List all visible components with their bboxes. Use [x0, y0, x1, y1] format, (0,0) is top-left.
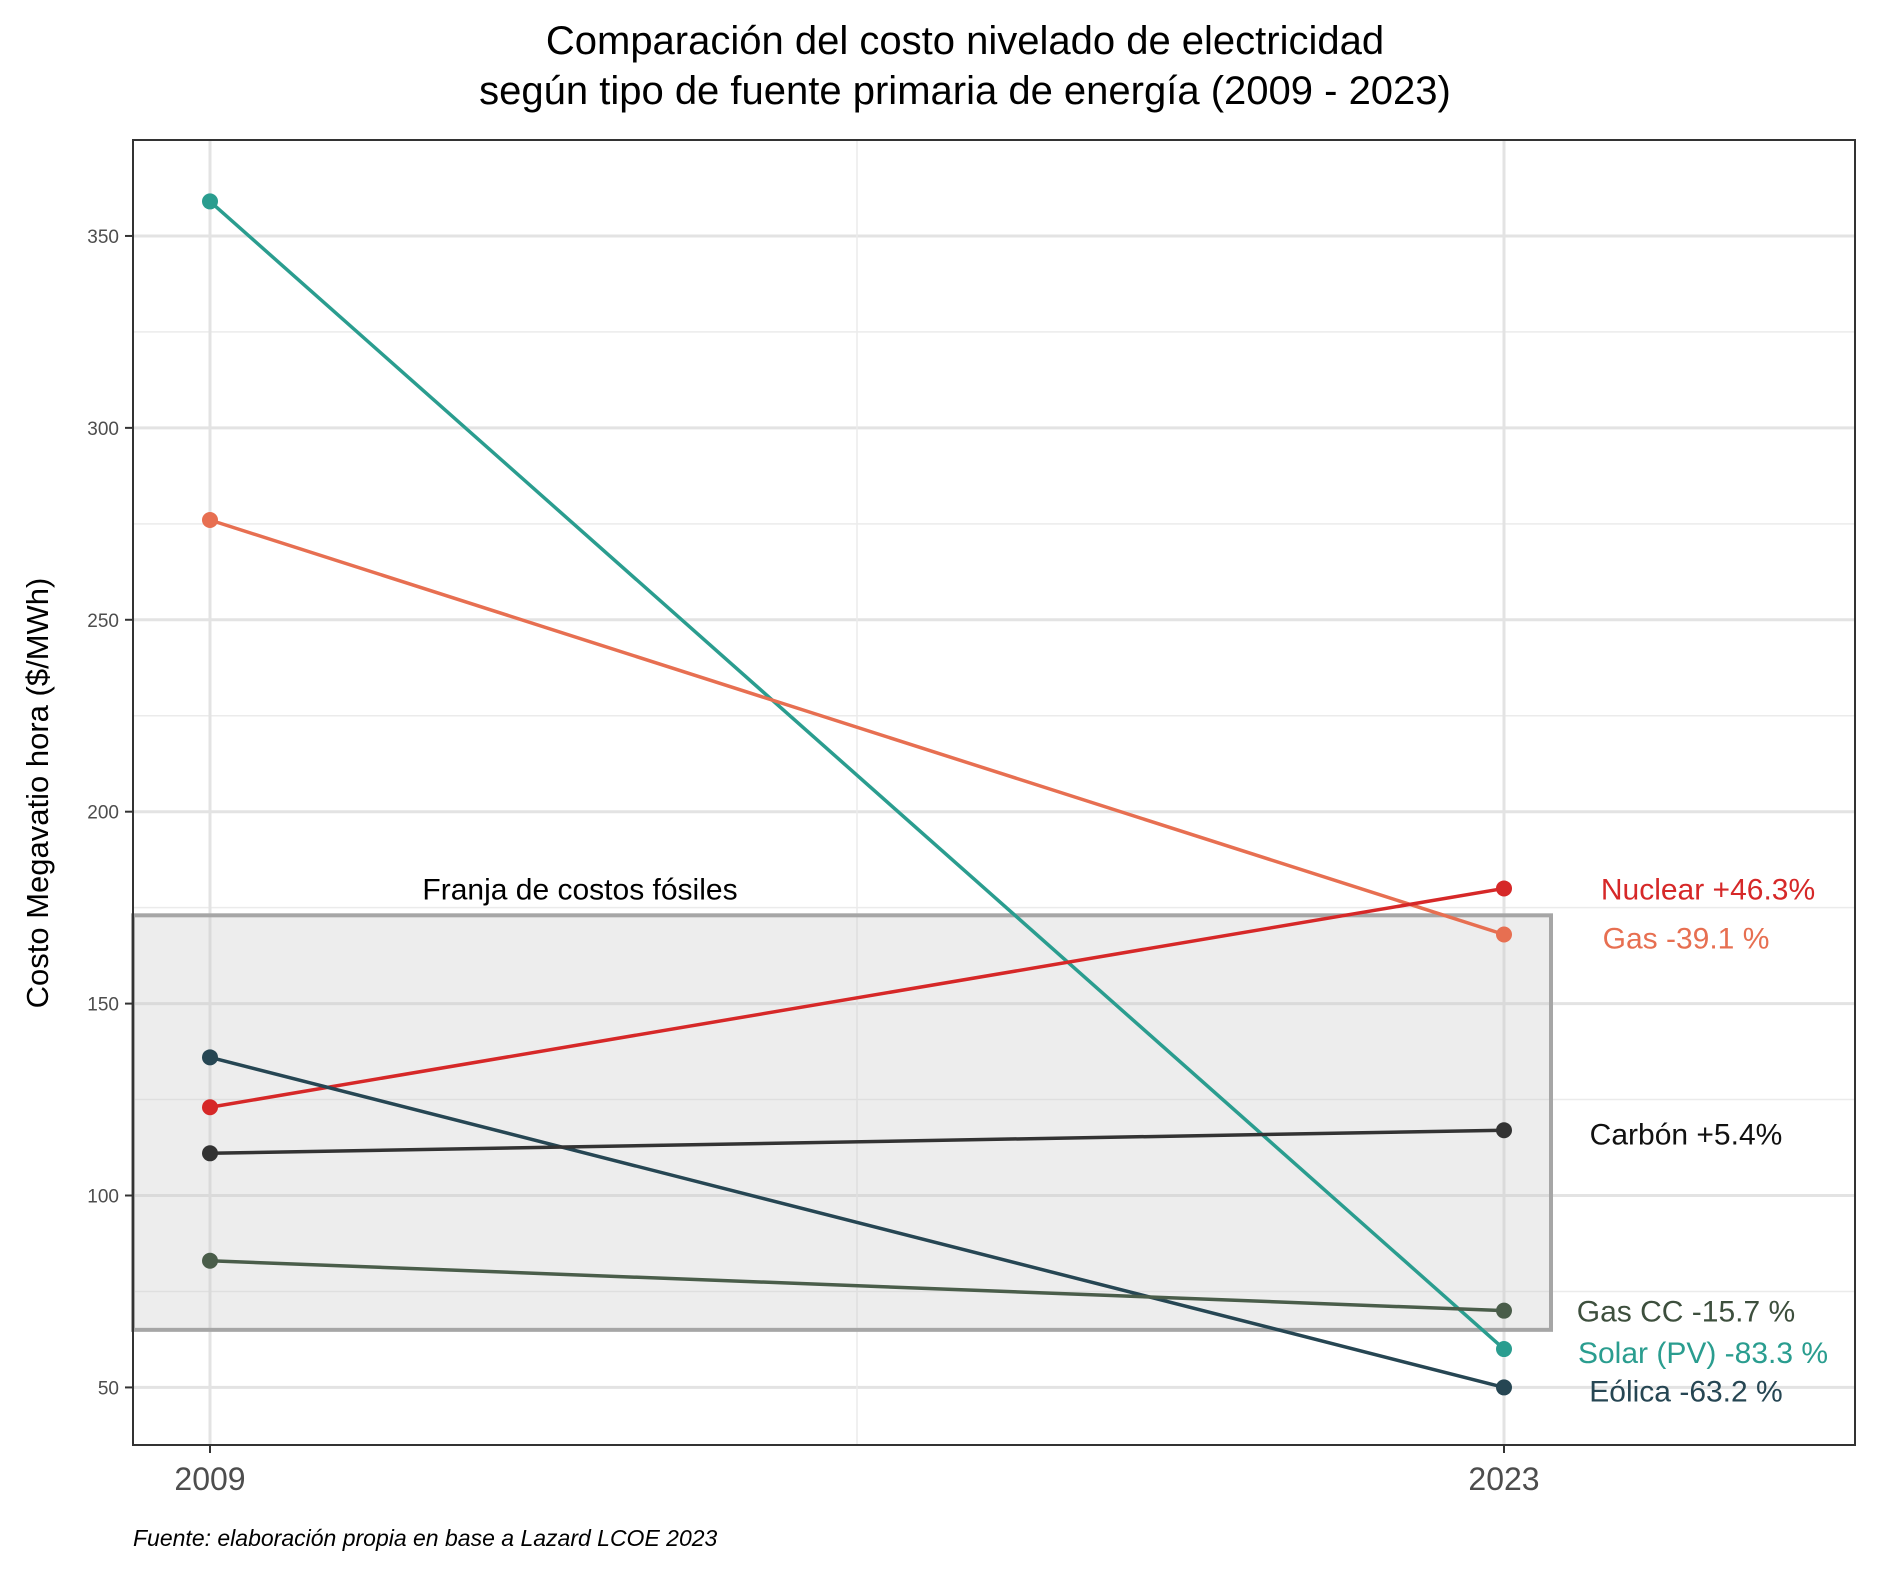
y-tick-label: 350: [87, 227, 119, 248]
grid-lines: [133, 140, 1855, 1445]
y-tick-label: 100: [87, 1187, 119, 1208]
y-tick-label: 250: [87, 611, 119, 632]
data-point-e-lica-2023: [1496, 1379, 1512, 1396]
caption: Fuente: elaboración propia en base a Laz…: [133, 1525, 718, 1551]
series-line-carb-n: [209, 1128, 1505, 1156]
series-label-gas: Gas -39.1 %: [1603, 923, 1770, 956]
plot-panel: [133, 140, 1855, 1445]
y-tick-label: 200: [87, 803, 119, 824]
series-label-carb-n: Carbón +5.4%: [1590, 1118, 1783, 1151]
series-line-e-lica: [209, 1055, 1505, 1390]
data-point-gas-cc-2009: [202, 1252, 218, 1269]
series-label-solar-pv: Solar (PV) -83.3 %: [1578, 1337, 1828, 1370]
data-point-gas-2009: [202, 511, 218, 528]
data-point-gas-cc-2023: [1496, 1302, 1512, 1319]
fossil-band-label: Franja de costos fósiles: [422, 873, 737, 906]
series-label-gas-cc: Gas CC -15.7 %: [1577, 1296, 1795, 1329]
x-tick-label: 2023: [1468, 1461, 1539, 1497]
chart-title-line1: Comparación del costo nivelado de electr…: [546, 19, 1384, 63]
fossil-band-group: Franja de costos fósiles: [131, 873, 1553, 1332]
series-line-solar-pv: [208, 200, 1506, 1351]
y-tick-label: 50: [98, 1378, 119, 1399]
data-point-gas-2023: [1496, 926, 1512, 943]
data-point-e-lica-2009: [202, 1049, 218, 1066]
x-tick-label: 2009: [174, 1461, 245, 1497]
y-tick-label: 300: [87, 419, 119, 440]
chart-title-line2: según tipo de fuente primaria de energía…: [479, 69, 1451, 113]
y-axis-label: Costo Megavatio hora ($/MWh): [20, 578, 55, 1009]
series-line-nuclear: [209, 886, 1505, 1109]
series-labels: Solar (PV) -83.3 % Gas -39.1 % Nuclear +46…: [1577, 873, 1828, 1408]
plot-panel-border: [132, 139, 1856, 1446]
series-lines: [208, 200, 1506, 1390]
fossil-cost-band: [131, 913, 1553, 1332]
x-axis: 2009 2023: [174, 1445, 1540, 1497]
data-point-solar-pv-2023: [1496, 1341, 1512, 1358]
series-points: [202, 193, 1512, 1396]
y-axis: 50 100 150 200 250 300 350: [87, 227, 133, 1399]
series-line-gas-cc: [209, 1259, 1505, 1313]
data-point-nuclear-2009: [202, 1099, 218, 1116]
series-line-gas: [209, 518, 1505, 937]
series-label-e-lica: Eólica -63.2 %: [1589, 1375, 1782, 1408]
data-point-solar-pv-2009: [202, 193, 218, 210]
data-point-carb-n-2009: [202, 1145, 218, 1162]
y-tick-label: 150: [87, 995, 119, 1016]
data-point-nuclear-2023: [1496, 880, 1512, 897]
data-point-carb-n-2023: [1496, 1122, 1512, 1139]
series-label-nuclear: Nuclear +46.3%: [1601, 873, 1815, 906]
